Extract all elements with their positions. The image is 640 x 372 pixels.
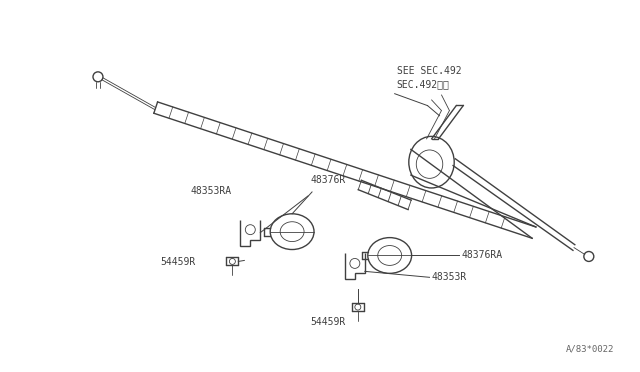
Text: 48376R: 48376R: [310, 175, 346, 185]
Text: 54459R: 54459R: [161, 257, 196, 267]
Text: A/83*0022: A/83*0022: [565, 345, 614, 354]
Text: 48376RA: 48376RA: [461, 250, 502, 260]
Text: 48353RA: 48353RA: [191, 186, 232, 196]
Text: 54459R: 54459R: [310, 317, 346, 327]
Text: SEE SEC.492
SEC.492参图: SEE SEC.492 SEC.492参图: [397, 65, 461, 89]
Text: 48353R: 48353R: [431, 272, 467, 282]
